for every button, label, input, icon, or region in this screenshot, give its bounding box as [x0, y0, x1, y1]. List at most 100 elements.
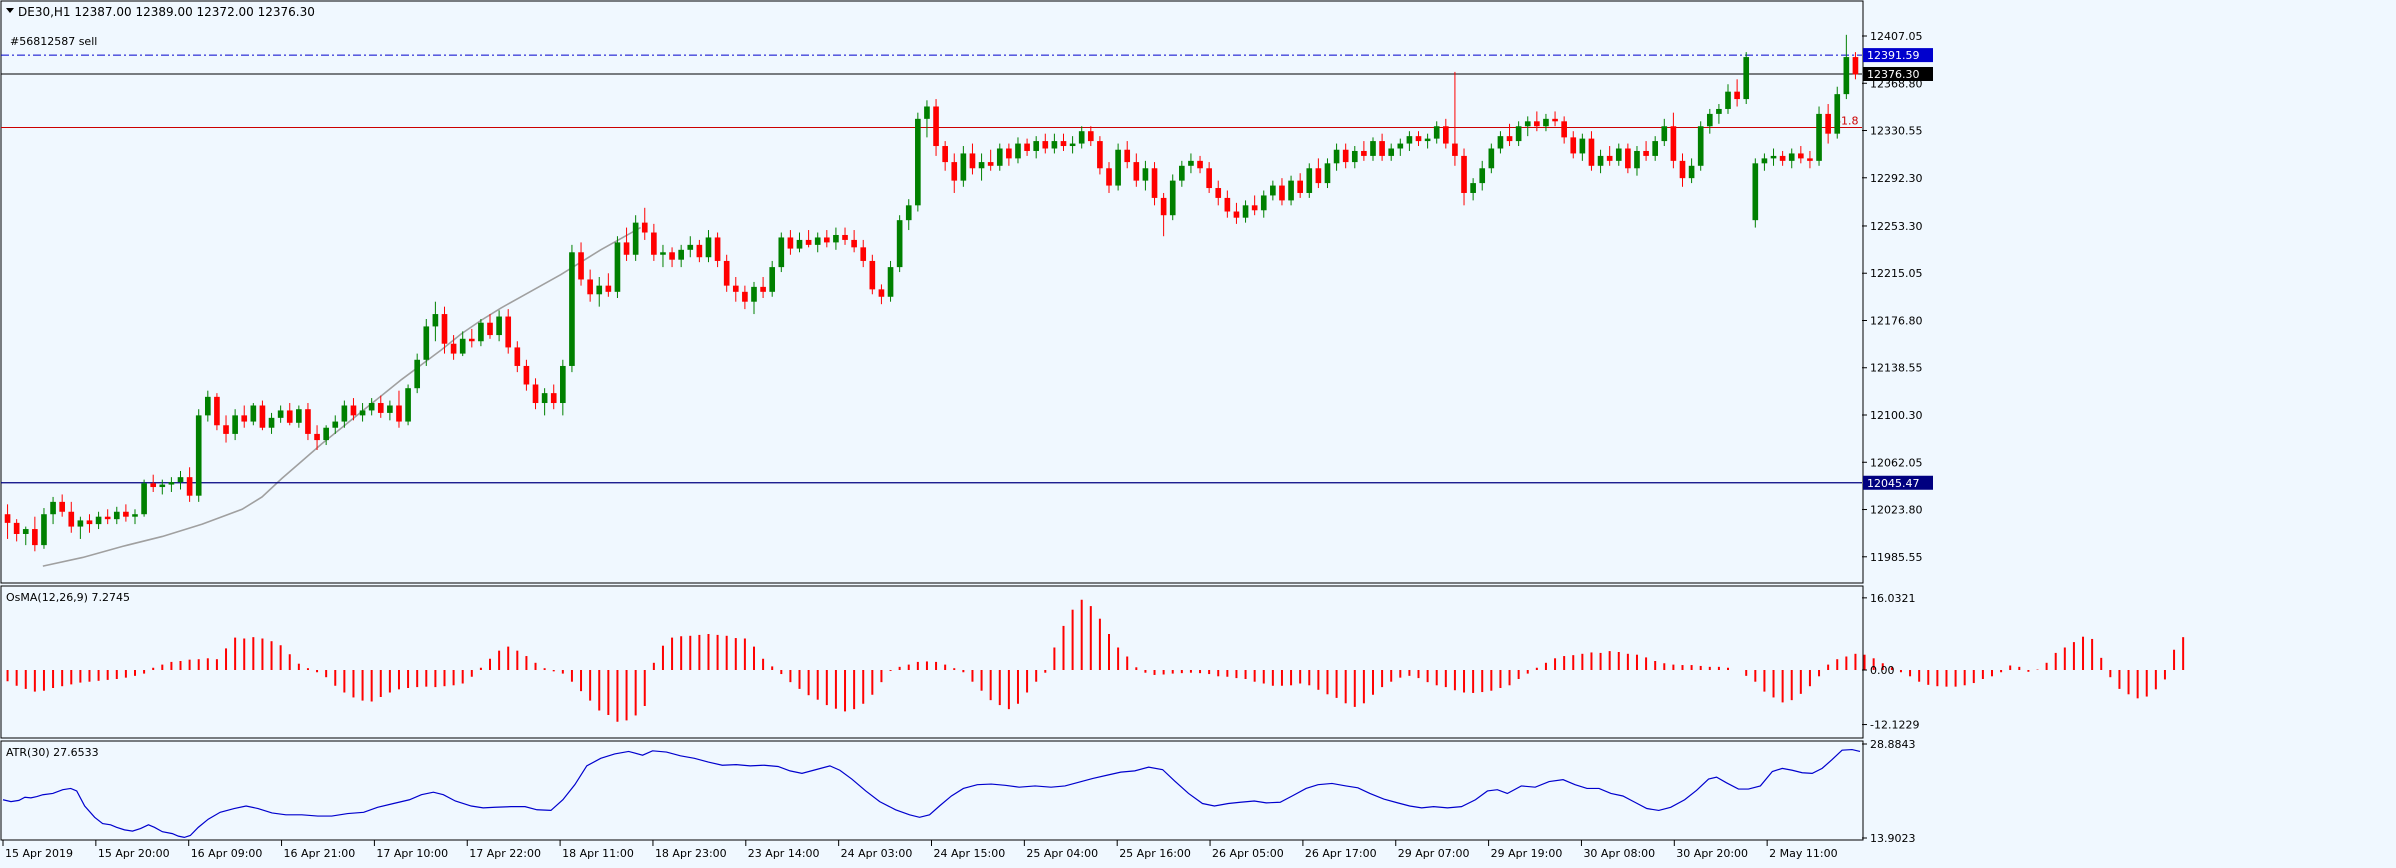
bull-candle[interactable] [1051, 141, 1058, 149]
bull-candle[interactable] [405, 388, 411, 422]
bear-candle[interactable] [1734, 91, 1740, 100]
bull-candle[interactable] [1242, 205, 1249, 218]
bull-candle[interactable] [1406, 136, 1413, 144]
bull-candle[interactable] [1752, 163, 1759, 221]
bear-candle[interactable] [1534, 121, 1540, 127]
bear-candle[interactable] [669, 252, 675, 260]
bear-candle[interactable] [1197, 160, 1203, 169]
bear-candle[interactable] [214, 396, 220, 426]
bear-candle[interactable] [550, 393, 557, 404]
bull-candle[interactable] [1661, 126, 1668, 142]
bull-candle[interactable] [1524, 121, 1531, 127]
bull-candle[interactable] [359, 410, 366, 416]
bull-candle[interactable] [1652, 141, 1659, 156]
bull-candle[interactable] [1488, 148, 1495, 169]
bull-candle[interactable] [1179, 165, 1185, 181]
bear-candle[interactable] [396, 405, 402, 422]
bull-candle[interactable] [1324, 163, 1331, 184]
bull-candle[interactable] [814, 237, 821, 245]
bear-candle[interactable] [1097, 141, 1103, 169]
bear-candle[interactable] [732, 285, 739, 292]
bear-candle[interactable] [1643, 150, 1649, 156]
bull-candle[interactable] [678, 249, 684, 260]
bear-candle[interactable] [623, 242, 630, 255]
bear-candle[interactable] [1506, 136, 1513, 142]
bear-candle[interactable] [505, 316, 512, 348]
bear-candle[interactable] [150, 483, 157, 488]
bull-candle[interactable] [277, 410, 284, 418]
bear-candle[interactable] [987, 162, 994, 166]
bear-candle[interactable] [186, 477, 193, 496]
bear-candle[interactable] [878, 289, 885, 297]
bull-candle[interactable] [1169, 180, 1176, 216]
bear-candle[interactable] [1415, 136, 1422, 142]
bear-candle[interactable] [104, 516, 111, 520]
bull-candle[interactable] [141, 483, 147, 515]
bull-candle[interactable] [432, 314, 439, 327]
bull-candle[interactable] [414, 359, 421, 389]
bear-candle[interactable] [951, 162, 958, 181]
bull-candle[interactable] [1433, 126, 1440, 139]
bull-candle[interactable] [496, 316, 502, 336]
bull-candle[interactable] [632, 222, 639, 255]
bull-candle[interactable] [1725, 91, 1731, 109]
bull-candle[interactable] [1333, 149, 1340, 164]
bear-candle[interactable] [1570, 137, 1577, 154]
bear-candle[interactable] [1679, 160, 1686, 179]
bear-candle[interactable] [1379, 141, 1385, 156]
bull-candle[interactable] [978, 162, 985, 169]
bear-candle[interactable] [1852, 57, 1859, 75]
bear-candle[interactable] [1552, 118, 1558, 122]
bull-candle[interactable] [541, 393, 548, 404]
bear-candle[interactable] [1342, 149, 1349, 163]
bull-candle[interactable] [368, 403, 375, 411]
bear-candle[interactable] [68, 511, 75, 527]
bear-candle[interactable] [942, 146, 948, 163]
bull-candle[interactable] [1270, 185, 1276, 196]
bull-candle[interactable] [1142, 168, 1149, 181]
bear-candle[interactable] [1606, 155, 1613, 161]
bear-candle[interactable] [59, 501, 65, 512]
bull-candle[interactable] [1069, 143, 1076, 147]
bull-candle[interactable] [1579, 138, 1586, 154]
bear-candle[interactable] [851, 239, 857, 248]
bull-candle[interactable] [1743, 57, 1750, 100]
bull-candle[interactable] [195, 415, 202, 496]
bull-candle[interactable] [41, 514, 47, 546]
bear-candle[interactable] [714, 237, 721, 261]
bear-candle[interactable] [123, 511, 129, 517]
bull-candle[interactable] [1697, 126, 1704, 166]
bull-candle[interactable] [1543, 118, 1549, 127]
bear-candle[interactable] [1798, 153, 1804, 159]
bear-candle[interactable] [532, 384, 539, 404]
bull-candle[interactable] [1115, 149, 1121, 186]
bull-candle[interactable] [905, 205, 912, 221]
bear-candle[interactable] [1042, 141, 1049, 149]
bull-candle[interactable] [915, 118, 921, 206]
bull-candle[interactable] [332, 421, 339, 428]
bull-candle[interactable] [159, 484, 166, 488]
bear-candle[interactable] [86, 520, 93, 525]
bear-candle[interactable] [933, 106, 939, 147]
bear-candle[interactable] [823, 237, 830, 243]
bull-candle[interactable] [1351, 150, 1358, 163]
bear-candle[interactable] [805, 239, 812, 245]
bear-candle[interactable] [869, 260, 876, 290]
bull-candle[interactable] [960, 153, 967, 181]
bear-candle[interactable] [523, 365, 530, 385]
bull-candle[interactable] [1388, 148, 1395, 156]
bull-candle[interactable] [1288, 180, 1294, 201]
bear-candle[interactable] [1124, 149, 1131, 163]
bear-candle[interactable] [651, 232, 657, 255]
bull-candle[interactable] [1597, 155, 1604, 166]
bear-candle[interactable] [514, 347, 521, 366]
bull-candle[interactable] [560, 365, 566, 404]
bull-candle[interactable] [1015, 143, 1021, 159]
bear-candle[interactable] [241, 415, 248, 422]
bull-candle[interactable] [596, 285, 603, 295]
bull-candle[interactable] [896, 220, 903, 268]
bull-candle[interactable] [569, 252, 575, 366]
bull-candle[interactable] [296, 409, 302, 423]
bull-candle[interactable] [1370, 141, 1376, 156]
bear-candle[interactable] [1060, 141, 1067, 147]
